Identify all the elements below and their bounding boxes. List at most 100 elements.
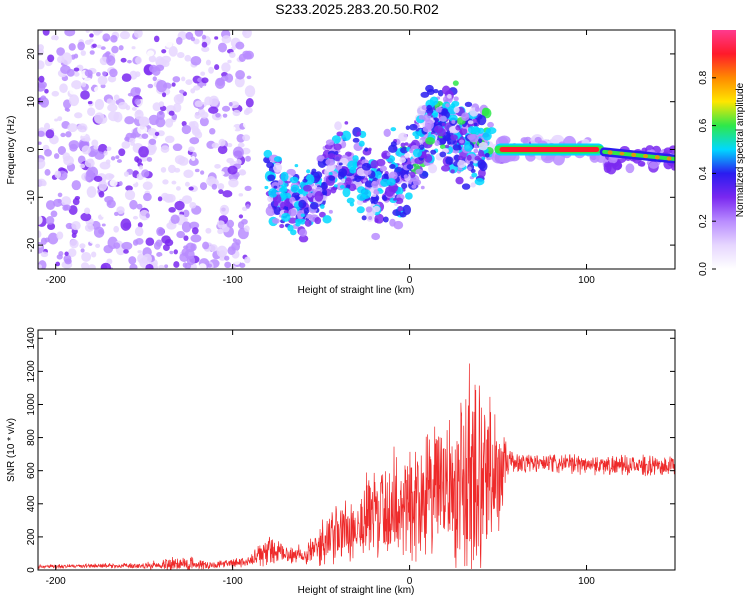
heatmap-cell xyxy=(45,200,56,211)
heatmap-cell xyxy=(201,41,208,48)
heatmap-cell xyxy=(123,171,129,177)
heatmap-cell xyxy=(264,185,269,190)
heatmap-cell xyxy=(246,75,252,80)
heatmap-cell xyxy=(277,179,284,186)
heatmap-cell xyxy=(188,186,194,191)
heatmap-cell xyxy=(325,158,336,166)
heatmap-cell xyxy=(447,141,452,145)
heatmap-cell xyxy=(81,251,92,262)
heatmap-cell xyxy=(403,174,408,179)
heatmap-cell xyxy=(118,101,128,110)
x-tick-label: 100 xyxy=(578,576,595,587)
x-tick-label: -100 xyxy=(223,275,243,286)
heatmap-cell xyxy=(289,176,299,184)
heatmap-cell xyxy=(190,55,202,66)
heatmap-cell xyxy=(214,64,220,71)
heatmap-cell xyxy=(331,135,341,144)
heatmap-cell xyxy=(42,30,50,36)
heatmap-cell xyxy=(102,71,107,77)
heatmap-cell xyxy=(341,130,352,141)
heatmap-cell xyxy=(137,250,142,254)
heatmap-cell xyxy=(393,220,404,230)
heatmap-cell xyxy=(204,135,209,140)
heatmap-cell xyxy=(401,183,408,190)
heatmap-cell xyxy=(85,30,90,33)
heatmap-cell xyxy=(275,191,280,195)
heatmap-cell xyxy=(64,107,69,111)
heatmap-cell xyxy=(189,201,197,209)
heatmap-cell xyxy=(115,155,120,159)
heatmap-cell xyxy=(201,46,210,53)
heatmap-cell xyxy=(101,223,106,227)
heatmap-cell xyxy=(232,109,241,117)
heatmap-cell xyxy=(134,156,140,163)
heatmap-cell xyxy=(57,116,63,122)
heatmap-cell xyxy=(372,181,377,185)
heatmap-cell xyxy=(164,238,174,247)
heatmap-cell xyxy=(339,184,345,189)
heatmap-cell xyxy=(393,197,397,201)
heatmap-cell xyxy=(183,235,189,241)
heatmap-cell xyxy=(111,45,119,54)
heatmap-cell xyxy=(391,161,396,165)
heatmap-cell xyxy=(68,205,78,215)
heatmap-cell xyxy=(104,196,114,204)
heatmap-cell xyxy=(84,39,92,45)
heatmap-cell xyxy=(228,101,233,107)
heatmap-cell xyxy=(382,216,389,223)
heatmap-cell xyxy=(420,185,425,190)
heatmap-cell xyxy=(200,170,205,175)
heatmap-cell xyxy=(121,141,131,149)
heatmap-cell xyxy=(220,75,229,82)
y-tick-label: 600 xyxy=(26,462,37,479)
heatmap-cell xyxy=(71,80,82,90)
heatmap-cell xyxy=(157,196,163,202)
heatmap-cell xyxy=(458,155,464,161)
heatmap-cell xyxy=(461,183,471,190)
heatmap-cell xyxy=(226,157,234,164)
x-tick-label: 0 xyxy=(407,576,413,587)
heatmap-cell xyxy=(156,252,163,257)
snr-x-label: Height of straight line (km) xyxy=(298,585,415,596)
heatmap-cell xyxy=(294,163,299,168)
heatmap-cell xyxy=(132,239,139,246)
heatmap-cell xyxy=(82,184,88,189)
heatmap-cell xyxy=(238,169,246,176)
heatmap-cell xyxy=(361,162,372,171)
heatmap-cell xyxy=(89,50,95,55)
heatmap-cell xyxy=(132,215,139,220)
heatmap-cell xyxy=(358,140,365,147)
heatmap-cell xyxy=(89,33,94,38)
heatmap-cell xyxy=(162,179,169,185)
heatmap-cell xyxy=(279,224,285,229)
heatmap-cell xyxy=(145,263,154,269)
heatmap-cell xyxy=(280,171,289,182)
heatmap-cell xyxy=(466,154,472,161)
heatmap-cell xyxy=(172,143,183,152)
heatmap-cell xyxy=(175,175,180,181)
y-tick-label: 0 xyxy=(26,567,37,573)
heatmap-cell xyxy=(145,213,150,219)
heatmap-cell xyxy=(631,152,637,158)
heatmap-cell xyxy=(202,85,207,91)
heatmap-cell xyxy=(56,47,65,56)
heatmap-cell xyxy=(81,82,87,88)
heatmap-cell xyxy=(61,196,72,207)
heatmap-cell xyxy=(298,234,309,243)
heatmap-cell xyxy=(158,101,165,108)
heatmap-cell xyxy=(98,190,105,198)
heatmap-cell xyxy=(121,73,132,82)
heatmap-cell xyxy=(477,149,485,157)
heatmap-cell xyxy=(190,88,196,94)
heatmap-cell xyxy=(181,195,193,204)
heatmap-cell xyxy=(113,242,121,249)
heatmap-cell xyxy=(450,103,456,109)
heatmap-cell xyxy=(80,248,85,253)
heatmap-cell xyxy=(134,226,144,237)
heatmap-cell xyxy=(174,200,185,211)
heatmap-cell xyxy=(244,185,252,192)
heatmap-cell xyxy=(185,79,193,85)
heatmap-cell xyxy=(450,134,458,141)
heatmap-cell xyxy=(445,103,450,108)
heatmap-cell xyxy=(450,169,455,174)
